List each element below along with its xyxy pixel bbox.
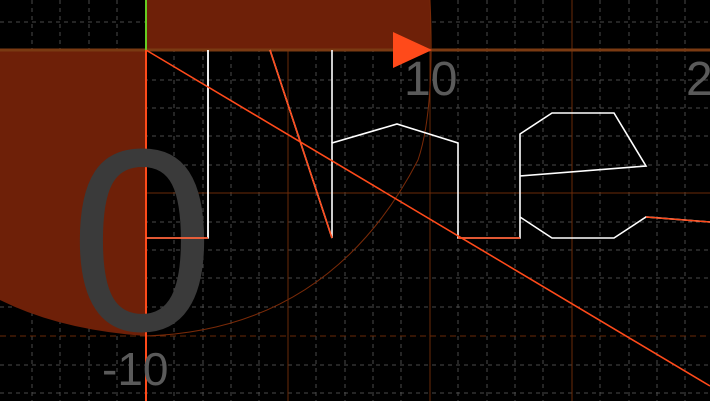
big-value-text: 0 (70, 96, 215, 386)
brown-region-left (0, 50, 146, 336)
brown-region-top (146, 0, 430, 50)
tick-label-2: 2 (686, 53, 710, 106)
play-triangle-icon[interactable] (393, 32, 432, 68)
red-construction-lines (145, 49, 710, 387)
arc-guide (145, 0, 432, 337)
tick-label-10: 10 (404, 53, 457, 106)
tick-label-neg10: -10 (102, 343, 168, 395)
